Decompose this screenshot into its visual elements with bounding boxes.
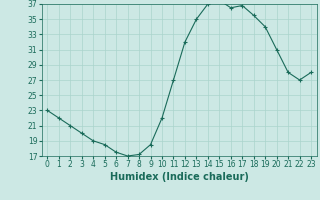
X-axis label: Humidex (Indice chaleur): Humidex (Indice chaleur) <box>110 172 249 182</box>
